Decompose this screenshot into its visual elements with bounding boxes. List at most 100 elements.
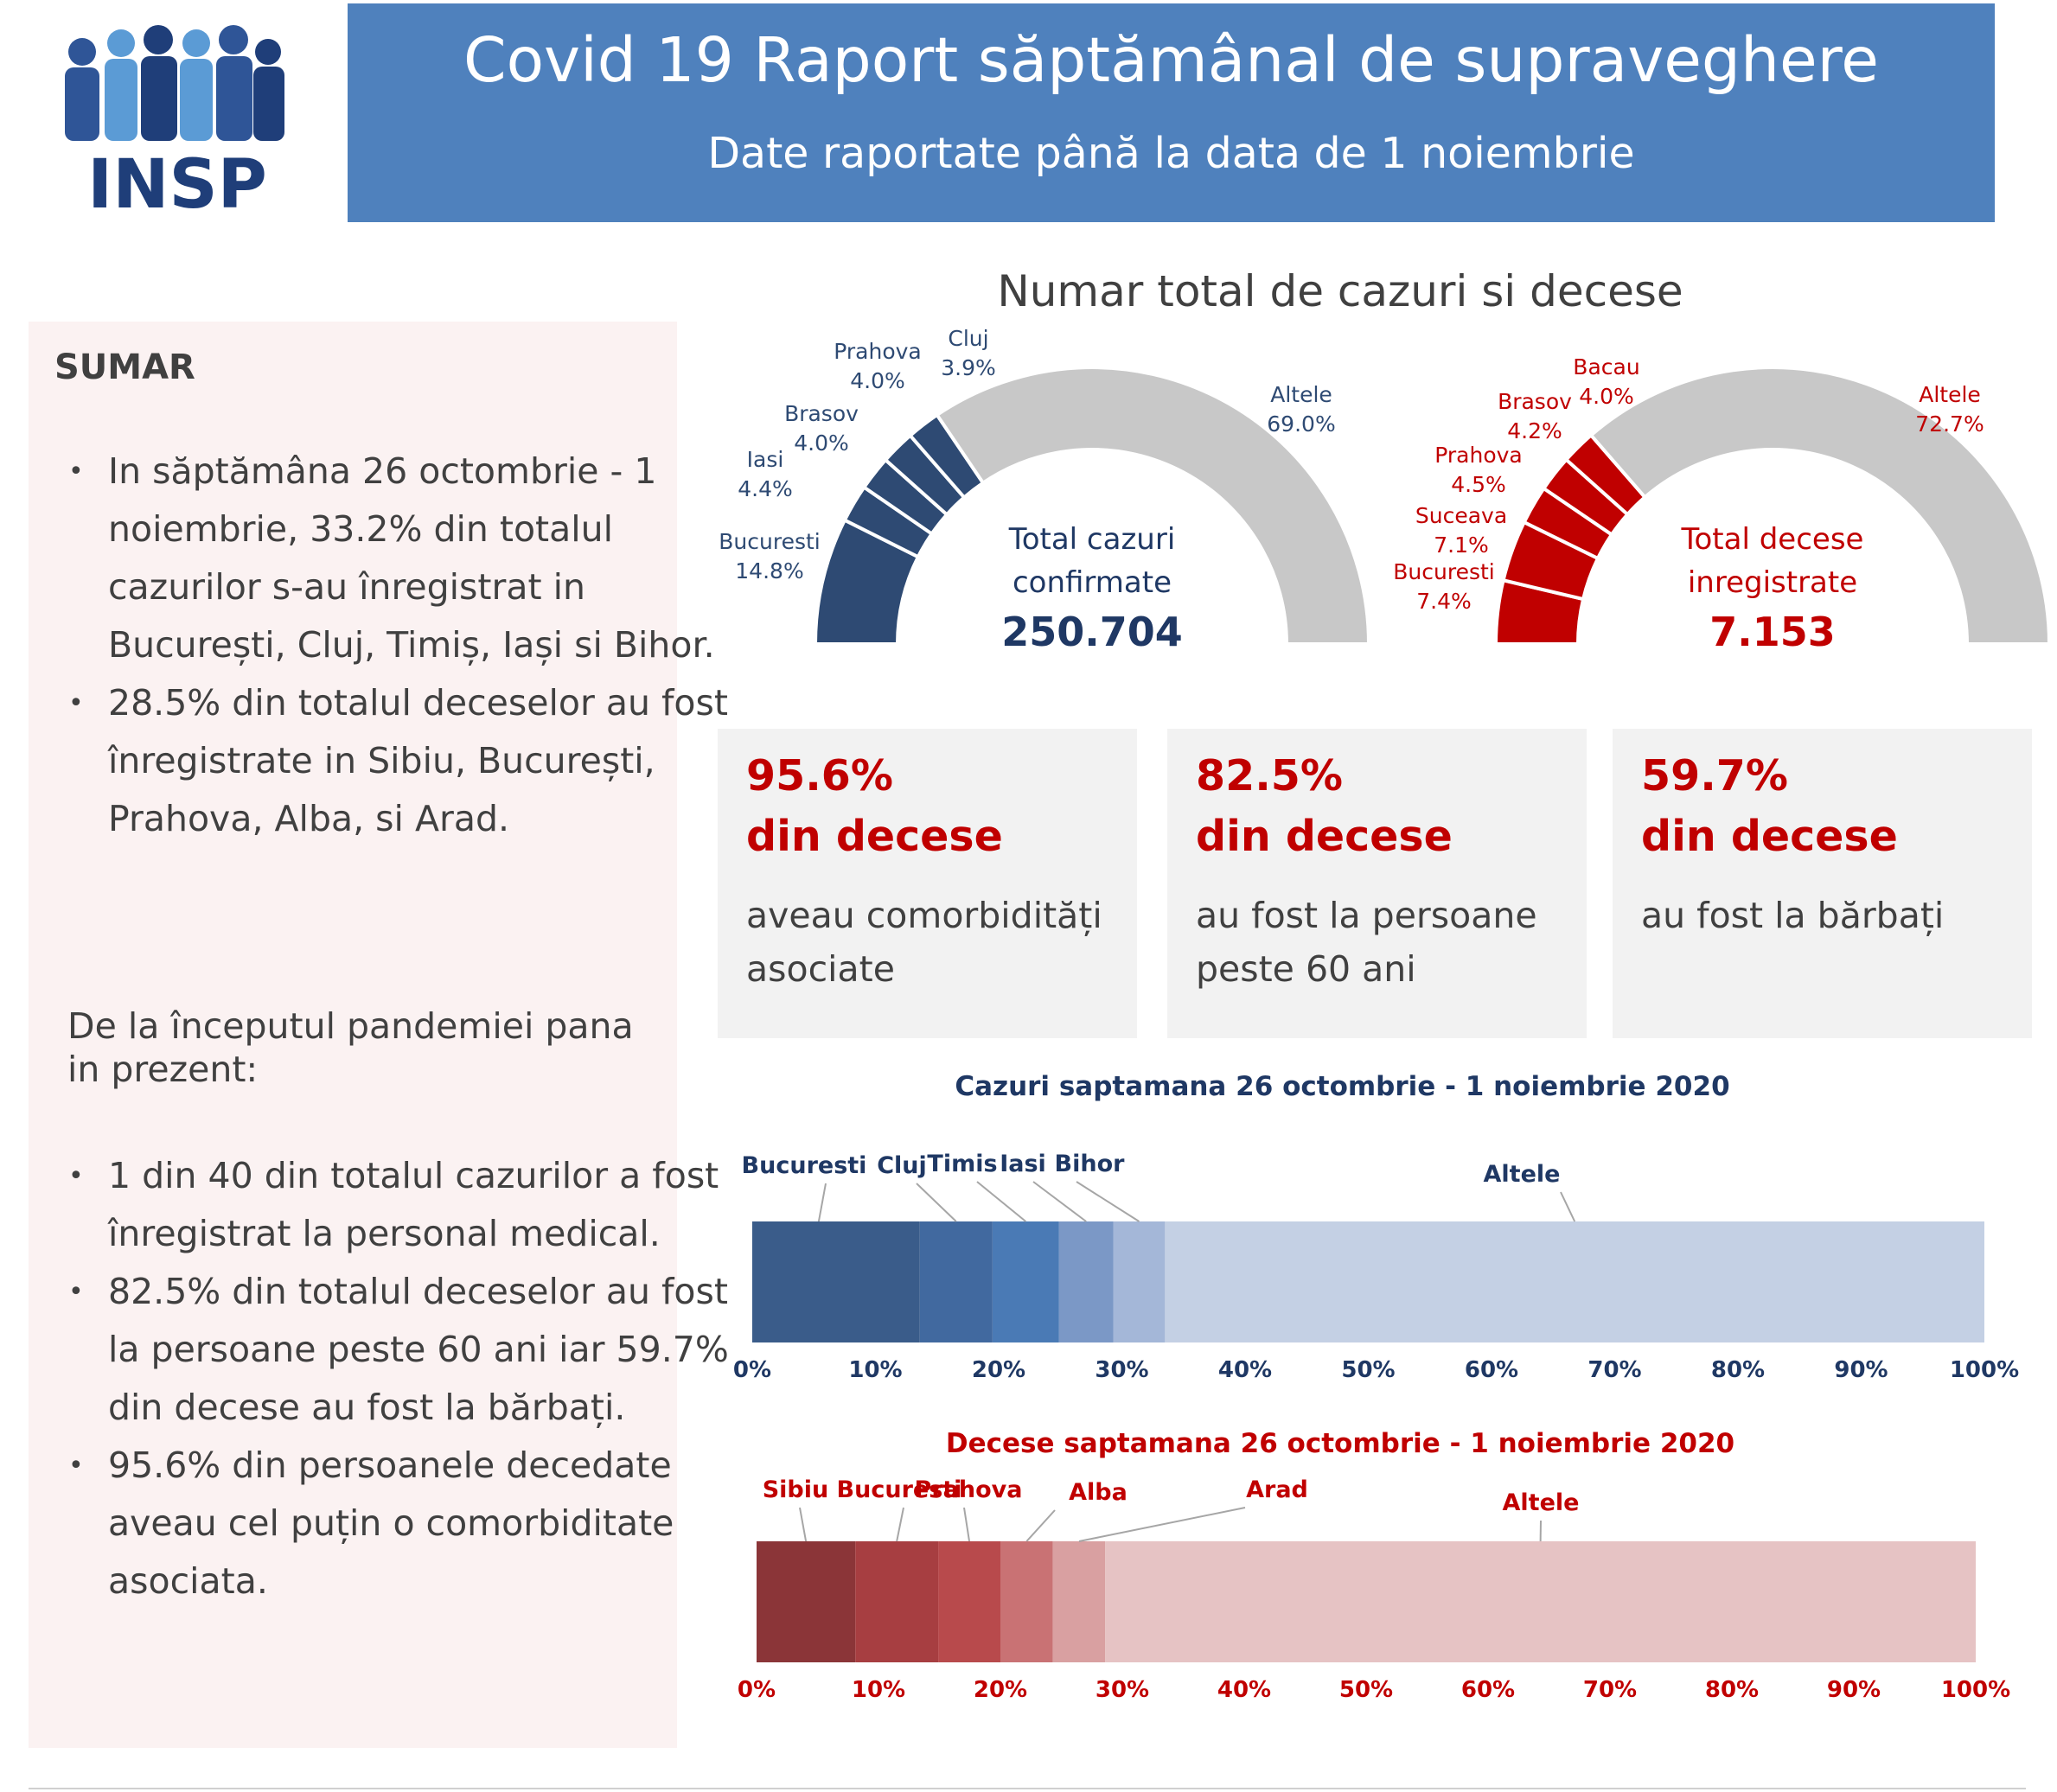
slice-value: 69.0%	[1267, 411, 1335, 437]
bar-segment-prahova	[938, 1541, 1000, 1662]
bar-category-label: Timis	[927, 1151, 997, 1177]
stat-card-comorbidities: 95.6% din decese aveau comorbidități aso…	[718, 729, 1137, 1038]
stat-description: au fost la bărbați	[1641, 895, 1945, 936]
leader-line	[1032, 1181, 1087, 1222]
stat-card-men: 59.7% din decese au fost la bărbați	[1613, 729, 2032, 1038]
slice-value: 4.4%	[738, 476, 793, 501]
stat-subtitle: din decese	[1196, 812, 1453, 861]
bar-segment-bucuresti	[855, 1541, 939, 1662]
stat-card-age: 82.5% din decese au fost la persoane pes…	[1167, 729, 1587, 1038]
leader-line	[976, 1181, 1026, 1222]
center-label: confirmate	[1013, 565, 1172, 600]
bar-segment-iasi	[1058, 1221, 1114, 1342]
summary-panel: SUMAR In săptămâna 26 octombrie - 1 noie…	[29, 322, 729, 1748]
x-tick-label: 100%	[1950, 1357, 2019, 1383]
center-label: Total cazuri	[1008, 522, 1176, 557]
stat-value: 59.7%	[1641, 751, 1788, 800]
bar-category-label: Sibiu	[763, 1476, 829, 1503]
stat-description: aveau comorbidități asociate	[746, 895, 1102, 990]
x-tick-label: 30%	[1096, 1677, 1149, 1703]
slice-value: 7.4%	[1416, 589, 1472, 614]
stat-subtitle: din decese	[746, 812, 1003, 861]
logo-figures	[65, 25, 284, 141]
bar-category-label: Arad	[1246, 1476, 1308, 1503]
stat-subtitle: din decese	[1641, 812, 1898, 861]
bar-category-label: Altele	[1484, 1161, 1561, 1188]
center-total: 250.704	[1001, 609, 1183, 655]
report-subtitle: Date raportate până la data de 1 noiembr…	[707, 129, 1635, 178]
leader-line	[1560, 1191, 1576, 1222]
slice-label: Bucuresti	[1393, 559, 1494, 584]
report-title: Covid 19 Raport săptămânal de supraveghe…	[463, 24, 1879, 96]
x-tick-label: 70%	[1583, 1677, 1637, 1703]
bar-segment-altele	[1165, 1221, 1984, 1342]
summary-bullet: 1 din 40 din totalul cazurilor a fost în…	[68, 1147, 731, 1263]
slice-label: Prahova	[1434, 443, 1523, 468]
slice-label: Suceava	[1415, 503, 1507, 528]
weekly-deaths-stacked-bar-chart: Decese saptamana 26 octombrie - 1 noiemb…	[738, 1428, 2010, 1703]
cases-half-donut-chart: Bucuresti 14.8% Iasi 4.4% Brasov 4.0% Prahova 4…	[719, 326, 1371, 655]
summary-paragraph: De la începutul pandemiei pana in prezen…	[67, 1005, 634, 1090]
insp-logo: INSP	[65, 25, 284, 216]
slice-value: 72.7%	[1915, 411, 1984, 437]
leader-line	[896, 1507, 904, 1542]
x-tick-label: 40%	[1218, 1357, 1272, 1383]
x-tick-label: 60%	[1461, 1677, 1515, 1703]
bar-segment-sibiu	[757, 1541, 856, 1662]
x-tick-label: 60%	[1465, 1357, 1518, 1383]
slice-label: Brasov	[1498, 389, 1572, 414]
slice-value: 4.0%	[1579, 384, 1634, 409]
bar-segment-bucuresti	[752, 1221, 920, 1342]
bar-category-label: Cluj	[877, 1152, 927, 1179]
center-label: Total decese	[1681, 522, 1864, 557]
x-tick-label: 40%	[1217, 1677, 1271, 1703]
x-tick-label: 0%	[738, 1677, 776, 1703]
summary-bullet: 28.5% din totalul deceselor au fost înre…	[68, 674, 731, 848]
summary-bullet: In săptămâna 26 octombrie - 1 noiembrie,…	[68, 443, 731, 674]
x-tick-label: 80%	[1705, 1677, 1759, 1703]
summary-list-bottom: 1 din 40 din totalul cazurilor a fost în…	[29, 1147, 731, 1610]
slice-altele	[934, 366, 1371, 646]
bar-category-label: Bihor	[1055, 1151, 1126, 1177]
bar-category-label: Prahova	[915, 1476, 1023, 1503]
bar-segment-bihor	[1113, 1221, 1166, 1342]
summary-list-top: In săptămâna 26 octombrie - 1 noiembrie,…	[29, 443, 731, 848]
header-banner: Covid 19 Raport săptămânal de supraveghe…	[348, 3, 1995, 222]
bar-segment-altele	[1105, 1541, 1976, 1662]
bar-category-label: Bucuresti	[742, 1152, 867, 1179]
x-tick-label: 20%	[972, 1357, 1025, 1383]
x-tick-label: 50%	[1341, 1357, 1395, 1383]
slice-value: 4.5%	[1451, 472, 1506, 497]
summary-heading: SUMAR	[54, 348, 195, 387]
x-tick-label: 50%	[1339, 1677, 1393, 1703]
slice-label: Brasov	[784, 401, 859, 426]
stat-value: 82.5%	[1196, 751, 1343, 800]
bar-segment-cluj	[919, 1221, 993, 1342]
x-tick-label: 100%	[1941, 1677, 2010, 1703]
slice-label: Bucuresti	[719, 529, 820, 554]
slice-value: 4.2%	[1507, 418, 1562, 443]
deaths-half-donut-chart: Bucuresti 7.4% Suceava 7.1% Prahova 4.5% Braso…	[1393, 354, 2052, 655]
slice-value: 3.9%	[941, 355, 996, 380]
weekly-cases-stacked-bar-chart: Cazuri saptamana 26 octombrie - 1 noiemb…	[733, 1071, 2019, 1383]
bar-category-label: Alba	[1069, 1479, 1128, 1506]
logo-text: INSP	[87, 146, 267, 216]
slice-label: Altele	[1919, 382, 1981, 407]
summary-bullet: 95.6% din persoanele decedate aveau cel …	[68, 1437, 731, 1610]
chart-title: Decese saptamana 26 octombrie - 1 noiemb…	[946, 1428, 1734, 1459]
bar-category-label: Bucuresti	[837, 1476, 962, 1503]
leader-line	[916, 1183, 957, 1222]
bar-category-label: Altele	[1503, 1489, 1580, 1516]
slice-label: Prahova	[834, 339, 922, 364]
x-tick-label: 20%	[974, 1677, 1027, 1703]
slice-value: 7.1%	[1434, 532, 1489, 558]
leader-line	[799, 1507, 808, 1542]
bar-category-label: Iasi	[1000, 1151, 1046, 1177]
slice-value: 4.0%	[850, 368, 905, 393]
chart-title: Cazuri saptamana 26 octombrie - 1 noiemb…	[955, 1071, 1729, 1102]
center-label: inregistrate	[1688, 565, 1857, 600]
x-tick-label: 90%	[1827, 1677, 1881, 1703]
slice-value: 4.0%	[794, 430, 849, 456]
slice-label: Cluj	[948, 326, 988, 351]
center-total: 7.153	[1709, 609, 1836, 655]
